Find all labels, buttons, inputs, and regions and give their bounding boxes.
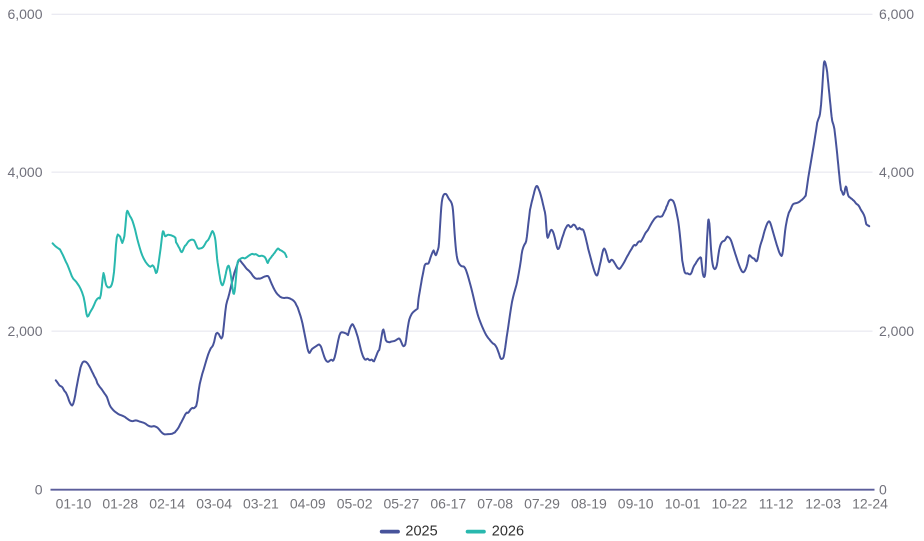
svg-text:2,000: 2,000: [879, 323, 914, 339]
svg-text:03-04: 03-04: [196, 495, 232, 511]
svg-text:12-24: 12-24: [852, 495, 888, 511]
svg-text:06-17: 06-17: [430, 495, 466, 511]
svg-text:0: 0: [879, 482, 887, 498]
svg-text:09-10: 09-10: [618, 495, 654, 511]
svg-text:05-27: 05-27: [383, 495, 419, 511]
svg-text:12-03: 12-03: [805, 495, 841, 511]
svg-text:01-10: 01-10: [56, 495, 92, 511]
svg-text:11-12: 11-12: [759, 495, 794, 511]
svg-text:2,000: 2,000: [7, 323, 42, 339]
svg-text:6,000: 6,000: [879, 6, 914, 22]
svg-text:07-08: 07-08: [477, 495, 513, 511]
svg-text:01-28: 01-28: [102, 495, 138, 511]
svg-text:10-01: 10-01: [665, 495, 701, 511]
svg-text:04-09: 04-09: [290, 495, 326, 511]
svg-text:2025: 2025: [405, 524, 437, 540]
svg-text:4,000: 4,000: [879, 164, 914, 180]
svg-text:07-29: 07-29: [524, 495, 560, 511]
svg-text:4,000: 4,000: [7, 164, 42, 180]
svg-text:2026: 2026: [492, 524, 524, 540]
svg-text:0: 0: [35, 482, 43, 498]
svg-text:10-22: 10-22: [711, 495, 747, 511]
svg-text:03-21: 03-21: [243, 495, 279, 511]
svg-text:6,000: 6,000: [7, 6, 42, 22]
svg-text:02-14: 02-14: [149, 495, 185, 511]
svg-text:08-19: 08-19: [571, 495, 607, 511]
svg-text:05-02: 05-02: [337, 495, 373, 511]
